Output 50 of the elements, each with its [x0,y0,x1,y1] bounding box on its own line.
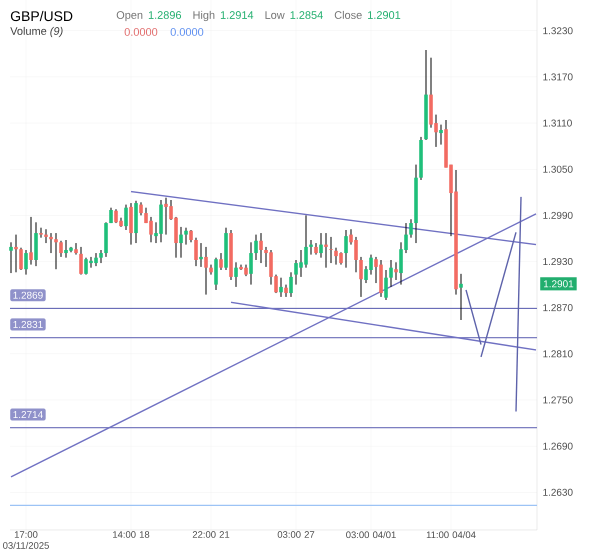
annotation: 1.2854 [290,11,323,19]
candlestick [199,242,203,268]
ref-line-label: 1.2714 [13,411,43,418]
candlestick [99,249,103,264]
text: GBP/USD [10,10,72,22]
candlestick [49,232,53,254]
y-tick-label: 1.2870 [543,304,573,312]
ref-line-label: 1.2831 [13,320,43,328]
y-tick-label: 1.3110 [543,120,572,127]
annotation: Open [116,11,142,22]
x-tick-label: 03:00 04/01 [346,531,396,538]
x-tick-label: 03:00 27 [278,531,314,538]
candlestick [44,228,48,244]
y-tick-label: 1.2930 [543,258,573,266]
candlestick [329,236,333,264]
annotation: Volume (9) [10,26,63,38]
annotation: High [193,10,214,22]
y-tick-label: 1.3230 [543,27,573,34]
ref-line-label: 1.2869 [13,292,43,299]
x-tick-label: 11:00 04/04 [426,531,476,538]
y-tick-label: 1.2810 [543,350,573,358]
x-tick-label: 22:00 21 [192,531,230,538]
y-tick-label: 1.3050 [543,166,573,173]
annotation: Close [334,10,362,19]
y-tick-label: 1.3170 [543,73,573,80]
candlestick [54,232,58,270]
candlestick [439,124,443,146]
candlestick [39,227,43,238]
y-tick-label: 1.2630 [543,488,573,496]
text: 1.2901 [544,280,574,288]
annotation: Low [265,11,285,19]
candlestick [394,262,398,280]
annotation: 1.2914 [220,11,254,19]
candlestick [14,234,18,273]
annotation: 0.0000 [170,28,204,36]
y-tick-label: 1.2990 [543,212,573,219]
candlestick [309,239,313,256]
candlestick [324,232,328,268]
candlestick [74,242,78,256]
candlestick [459,273,463,320]
candlestick [29,216,33,266]
x-tick-label: 14:00 18 [113,531,150,538]
y-tick-label: 1.2690 [543,442,573,450]
annotation: 1.2901 [368,11,400,19]
candlestick [184,227,188,246]
x-tick-label: 17:00 03/11/2025 [3,531,49,549]
annotation: 1.2896 [148,11,182,19]
y-tick-label: 1.2750 [543,396,573,404]
candlestick [9,242,13,274]
annotation: 0.0000 [124,28,158,36]
